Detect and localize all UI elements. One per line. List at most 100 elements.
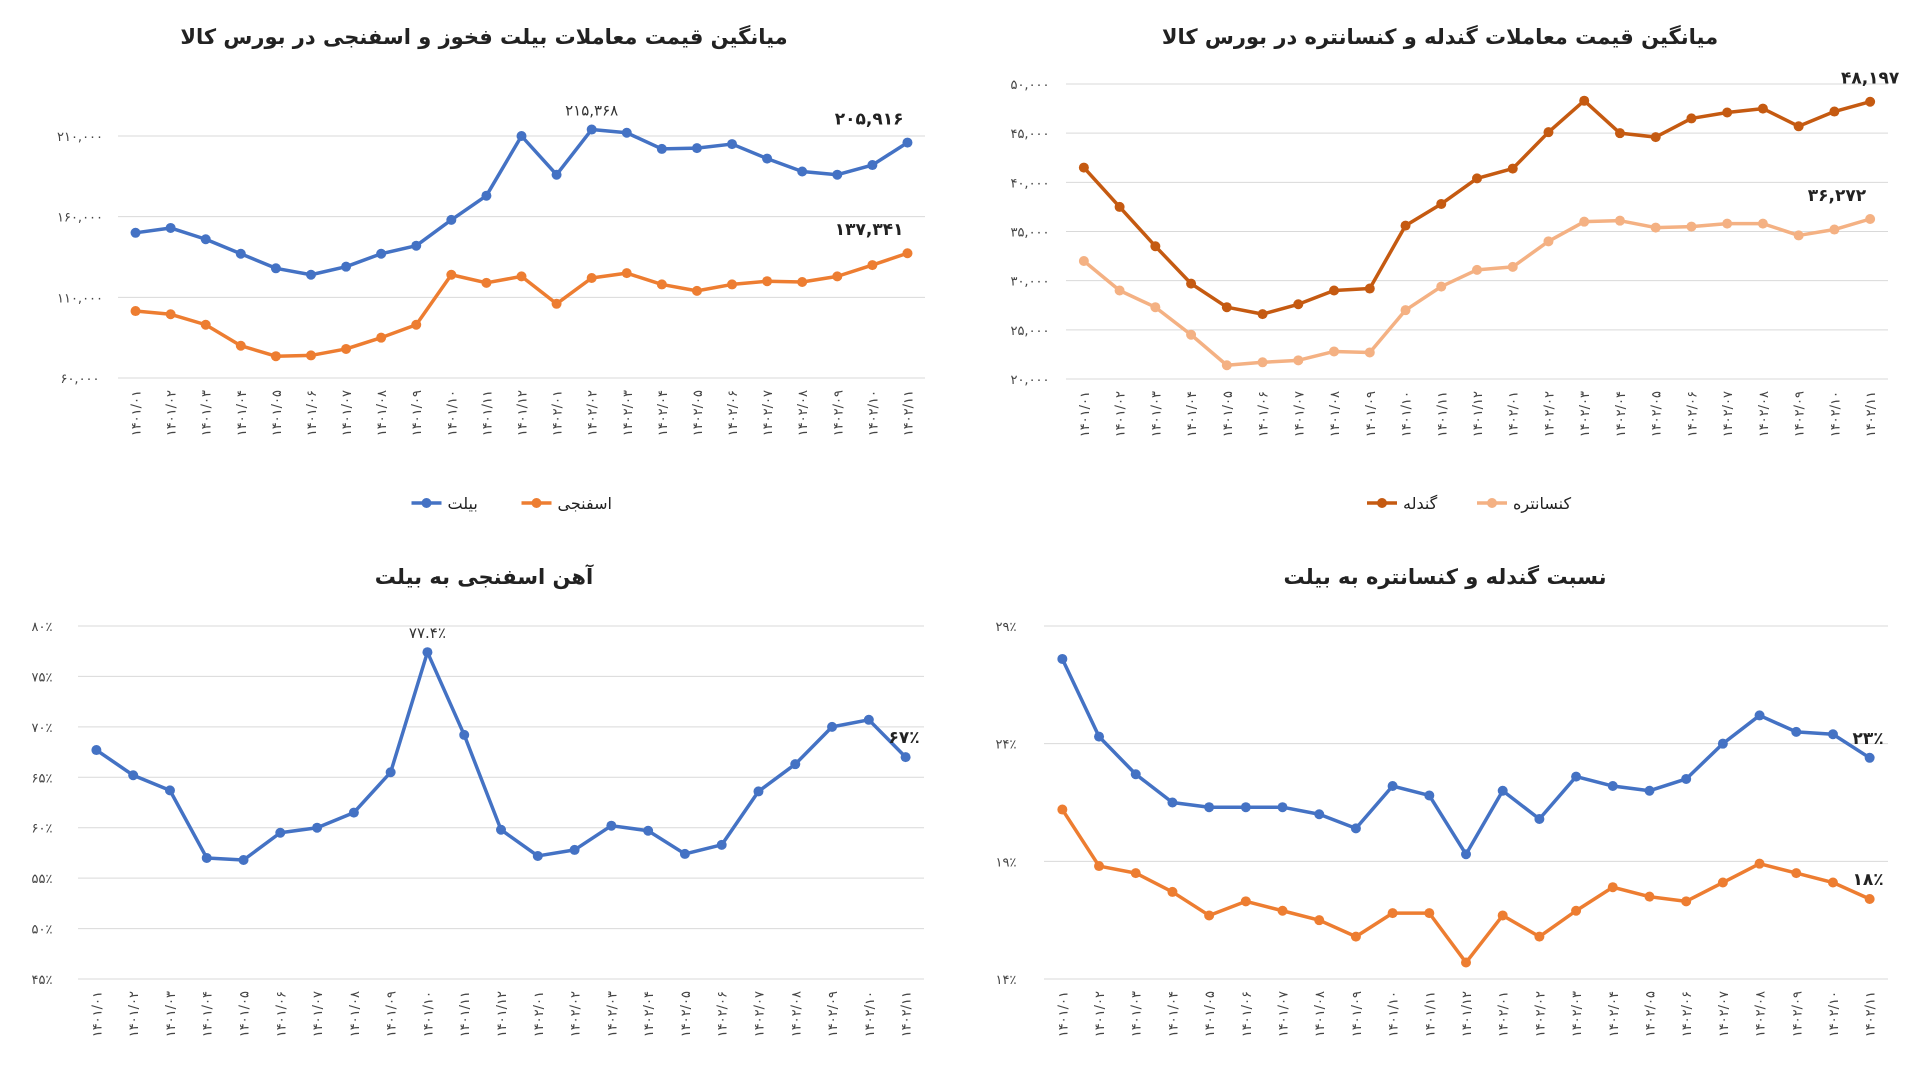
y-tick-label: ۶۰,۰۰۰ (60, 372, 99, 387)
y-tick-label: ۱۱۰,۰۰۰ (57, 291, 103, 306)
data-point (1436, 198, 1447, 209)
data-point (1507, 163, 1518, 174)
x-tick-label: ۱۴۰۱/۰۱ (90, 991, 105, 1037)
data-point (312, 822, 323, 833)
data-point (727, 279, 738, 290)
data-point (1221, 302, 1232, 313)
x-tick-label: ۱۴۰۲/۰۳ (605, 991, 620, 1037)
data-point (691, 143, 702, 154)
data-point (1057, 653, 1068, 664)
data-point (1424, 790, 1435, 801)
x-tick-label: ۱۴۰۱/۱۰ (1387, 991, 1402, 1037)
data-point (130, 306, 141, 317)
data-point (1436, 281, 1447, 292)
data-point (1754, 858, 1765, 869)
x-tick-label: ۱۴۰۲/۰۵ (1650, 391, 1665, 437)
data-point (1579, 216, 1590, 227)
x-tick-label: ۱۴۰۲/۰۷ (1717, 991, 1732, 1037)
data-point (1472, 173, 1482, 184)
x-tick-label: ۱۴۰۱/۰۳ (164, 991, 179, 1037)
legend-label: گندله (1403, 494, 1438, 513)
x-tick-label: ۱۴۰۱/۰۵ (1203, 991, 1218, 1037)
data-point (1186, 278, 1197, 289)
x-tick-label: ۱۴۰۱/۰۲ (127, 991, 142, 1037)
series-line (135, 251, 909, 358)
data-point (1257, 357, 1268, 368)
y-tick-label: ۵۰,۰۰۰ (1010, 78, 1049, 93)
series-line (1060, 658, 1871, 857)
x-tick-label: ۱۴۰۱/۱۲ (1471, 391, 1486, 437)
legend-marker (531, 498, 542, 508)
data-point (1717, 738, 1728, 749)
data-point (1543, 236, 1554, 247)
data-point (459, 729, 470, 740)
x-tick-label: ۱۴۰۱/۱۰ (1400, 391, 1415, 437)
data-point (1057, 804, 1068, 815)
x-tick-label: ۱۴۰۲/۰۱ (551, 390, 566, 436)
data-point (270, 263, 281, 274)
data-point (376, 332, 387, 343)
data-point (551, 169, 562, 180)
data-point (1400, 305, 1411, 316)
x-tick-label: ۱۴۰۲/۰۹ (1793, 391, 1808, 437)
billet-price-chart: میانگین قیمت معاملات بیلت فخوز و اسفنجی … (57, 24, 925, 513)
x-tick-label: ۱۴۰۱/۱۰ (421, 991, 436, 1037)
data-point (1240, 896, 1251, 907)
data-point (1650, 132, 1661, 143)
y-tick-label: ۱۹٪ (996, 855, 1017, 870)
data-point (238, 854, 249, 865)
data-point (516, 131, 527, 141)
x-tick-label: ۱۴۰۱/۰۶ (1257, 391, 1272, 437)
data-point (1865, 96, 1876, 107)
data-point (643, 825, 654, 836)
x-tick-label: ۱۴۰۲/۰۲ (1533, 991, 1548, 1037)
data-point (200, 234, 211, 245)
data-point (1686, 221, 1697, 232)
x-tick-label: ۱۴۰۲/۰۴ (1607, 991, 1622, 1037)
data-point (1240, 802, 1251, 813)
y-tick-label: ۷۰٪ (32, 721, 53, 736)
data-point (1864, 752, 1875, 763)
data-point (446, 214, 457, 225)
data-point (1686, 113, 1697, 124)
x-tick-label: ۱۴۰۲/۰۱ (1507, 391, 1522, 437)
data-label: ۱۸٪ (1853, 870, 1884, 890)
x-tick-label: ۱۴۰۱/۰۷ (311, 991, 326, 1037)
data-point (516, 271, 527, 282)
x-tick-label: ۱۴۰۲/۰۹ (826, 991, 841, 1037)
data-point (1722, 107, 1733, 118)
data-point (1314, 809, 1325, 820)
data-label: ۱۳۷,۳۴۱ (835, 220, 904, 240)
x-tick-label: ۱۴۰۲/۰۶ (716, 991, 731, 1037)
x-tick-label: ۱۴۰۲/۱۰ (1827, 991, 1842, 1037)
x-tick-label: ۱۴۰۱/۰۱ (130, 390, 145, 436)
data-label: ۳۶,۲۷۲ (1808, 186, 1867, 206)
legend-item: کنسانتره (1477, 494, 1571, 514)
data-point (1350, 823, 1361, 834)
data-point (1114, 285, 1125, 296)
data-point (621, 127, 632, 138)
data-point (790, 759, 801, 770)
data-point (1221, 360, 1232, 371)
data-point (1186, 329, 1197, 340)
data-point (165, 309, 176, 320)
data-point (1607, 781, 1618, 792)
data-point (727, 139, 738, 150)
data-label: ۷۷.۴٪ (409, 624, 446, 642)
data-point (1472, 264, 1482, 275)
sponge-ratio-chart: آهن اسفنجی به بیلت ۴۵٪ ۵۰٪ ۵۵٪ ۶۰٪ ۶۵٪ ۷۰٪ ۷۵٪ ۸… (32, 564, 924, 1037)
data-point (1614, 128, 1625, 139)
x-tick-label: ۱۴۰۱/۰۲ (1093, 991, 1108, 1037)
data-point (1387, 908, 1398, 919)
x-tick-label: ۱۴۰۲/۰۱ (1497, 991, 1512, 1037)
data-point (128, 770, 139, 781)
y-tick-label: ۲۴٪ (996, 738, 1017, 753)
data-point (1793, 121, 1804, 132)
x-tick-label: ۱۴۰۲/۰۹ (1790, 991, 1805, 1037)
data-point (1204, 910, 1215, 921)
x-tick-label: ۱۴۰۲/۱۱ (901, 390, 916, 436)
pellet-price-chart: میانگین قیمت معاملات گندله و کنسانتره در… (1010, 24, 1899, 514)
x-tick-label: ۱۴۰۱/۰۹ (410, 390, 425, 436)
data-point (164, 785, 175, 796)
y-tick-label: ۱۶۰,۰۰۰ (57, 211, 103, 226)
